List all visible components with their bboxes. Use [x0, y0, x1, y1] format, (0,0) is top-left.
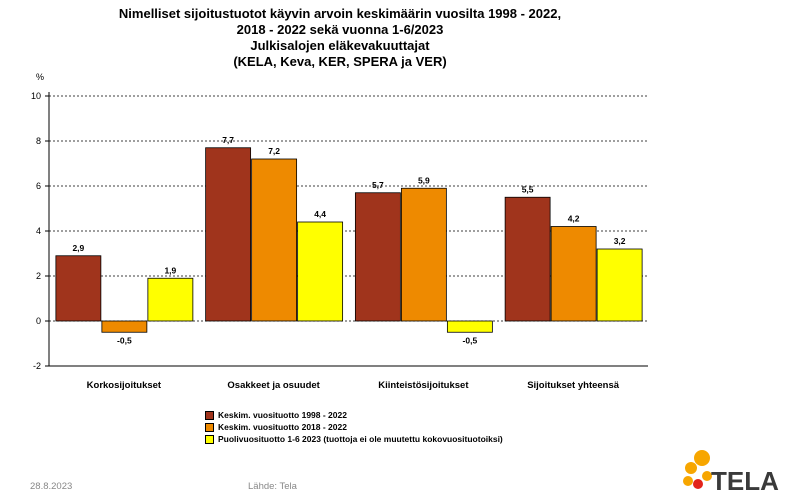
y-tick-label: 8 [36, 136, 41, 146]
data-label: 2,9 [72, 243, 84, 253]
title-line-2: 2018 - 2022 sekä vuonna 1-6/2023 [236, 22, 444, 37]
chart-title: Nimelliset sijoitustuotot käyvin arvoin … [0, 6, 680, 70]
category-label: Osakkeet ja osuudet [227, 380, 320, 391]
y-axis-unit: % [36, 72, 44, 82]
legend-label: Puolivuosituotto 1-6 2023 (tuottoja ei o… [218, 434, 503, 444]
bar [354, 192, 401, 322]
data-label: 5,7 [372, 180, 384, 190]
data-label: 3,2 [614, 236, 626, 246]
y-tick-label: -2 [33, 361, 41, 371]
data-label: 5,5 [522, 184, 534, 194]
data-label: 1,9 [164, 265, 176, 275]
bar [504, 196, 551, 322]
bar [446, 320, 493, 333]
legend-item-1998-2022: Keskim. vuosituotto 1998 - 2022 [205, 409, 503, 421]
legend-label: Keskim. vuosituotto 1998 - 2022 [218, 410, 347, 420]
bar [251, 158, 298, 322]
category-label: Sijoitukset yhteensä [527, 380, 620, 391]
footer-date: 28.8.2023 [30, 481, 73, 492]
title-line-3: Julkisalojen eläkevakuuttajat [250, 38, 430, 53]
y-tick-label: 10 [31, 91, 41, 101]
legend-swatch [205, 434, 214, 444]
legend: Keskim. vuosituotto 1998 - 2022 Keskim. … [205, 409, 503, 445]
logo-text: TELA [711, 466, 779, 496]
tela-flower-icon [683, 450, 712, 489]
bar [297, 221, 344, 322]
bar [205, 147, 252, 322]
bar-chart: -2 0 2 4 6 8 10% 2,9 -0,5 1,9 Korkosijoitukset 7,7 7… [31, 72, 648, 391]
bar [550, 226, 597, 322]
legend-swatch [205, 422, 214, 432]
bar [596, 248, 643, 322]
legend-label: Keskim. vuosituotto 2018 - 2022 [218, 422, 347, 432]
y-tick-label: 4 [36, 226, 41, 236]
data-label: 7,7 [222, 135, 234, 145]
data-label: 7,2 [268, 146, 280, 156]
data-label: 4,2 [568, 214, 580, 224]
y-tick-label: 2 [36, 271, 41, 281]
title-line-1: Nimelliset sijoitustuotot käyvin arvoin … [118, 6, 562, 21]
bar [101, 320, 148, 333]
data-label: 4,4 [314, 209, 326, 219]
tela-logo: TELA [683, 450, 779, 496]
category-label: Kiinteistösijoitukset [378, 380, 469, 391]
footer-source: Lähde: Tela [248, 481, 297, 492]
data-label: -0,5 [463, 335, 478, 345]
y-tick-label: 6 [36, 181, 41, 191]
bar [55, 255, 102, 322]
y-tick-label: 0 [36, 316, 41, 326]
legend-swatch [205, 410, 214, 420]
category-label: Korkosijoitukset [87, 380, 162, 391]
legend-item-2023: Puolivuosituotto 1-6 2023 (tuottoja ei o… [205, 433, 503, 445]
bar [400, 187, 447, 322]
title-line-4: (KELA, Keva, KER, SPERA ja VER) [233, 54, 447, 69]
data-label: 5,9 [418, 175, 430, 185]
legend-item-2018-2022: Keskim. vuosituotto 2018 - 2022 [205, 421, 503, 433]
bar [147, 277, 194, 322]
data-label: -0,5 [117, 335, 132, 345]
